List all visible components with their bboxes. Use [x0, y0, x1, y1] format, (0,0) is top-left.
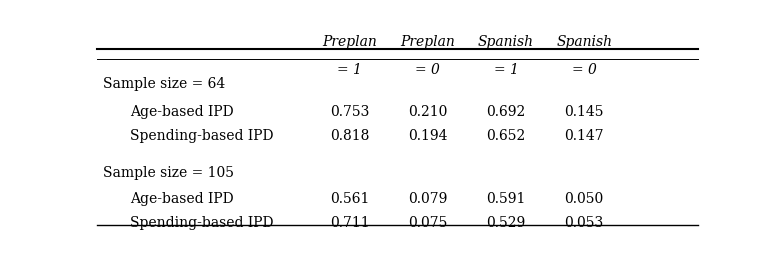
Text: 0.561: 0.561 — [330, 192, 369, 206]
Text: Spending-based IPD: Spending-based IPD — [130, 216, 274, 230]
Text: = 0: = 0 — [572, 62, 597, 77]
Text: 0.075: 0.075 — [408, 216, 448, 230]
Text: Spanish: Spanish — [556, 35, 612, 49]
Text: 0.652: 0.652 — [487, 129, 525, 143]
Text: 0.147: 0.147 — [564, 129, 604, 143]
Text: Sample size = 105: Sample size = 105 — [103, 166, 234, 180]
Text: 0.692: 0.692 — [487, 105, 525, 119]
Text: Age-based IPD: Age-based IPD — [130, 192, 234, 206]
Text: 0.529: 0.529 — [487, 216, 525, 230]
Text: 0.050: 0.050 — [564, 192, 604, 206]
Text: 0.818: 0.818 — [330, 129, 369, 143]
Text: 0.753: 0.753 — [330, 105, 369, 119]
Text: = 0: = 0 — [415, 62, 440, 77]
Text: Sample size = 64: Sample size = 64 — [103, 77, 225, 91]
Text: 0.053: 0.053 — [564, 216, 604, 230]
Text: 0.194: 0.194 — [408, 129, 448, 143]
Text: = 1: = 1 — [494, 62, 518, 77]
Text: Preplan: Preplan — [400, 35, 456, 49]
Text: Preplan: Preplan — [322, 35, 377, 49]
Text: 0.591: 0.591 — [487, 192, 525, 206]
Text: Age-based IPD: Age-based IPD — [130, 105, 234, 119]
Text: Spanish: Spanish — [478, 35, 534, 49]
Text: 0.145: 0.145 — [564, 105, 604, 119]
Text: = 1: = 1 — [337, 62, 362, 77]
Text: 0.210: 0.210 — [408, 105, 448, 119]
Text: 0.079: 0.079 — [408, 192, 448, 206]
Text: Spending-based IPD: Spending-based IPD — [130, 129, 274, 143]
Text: 0.711: 0.711 — [330, 216, 369, 230]
